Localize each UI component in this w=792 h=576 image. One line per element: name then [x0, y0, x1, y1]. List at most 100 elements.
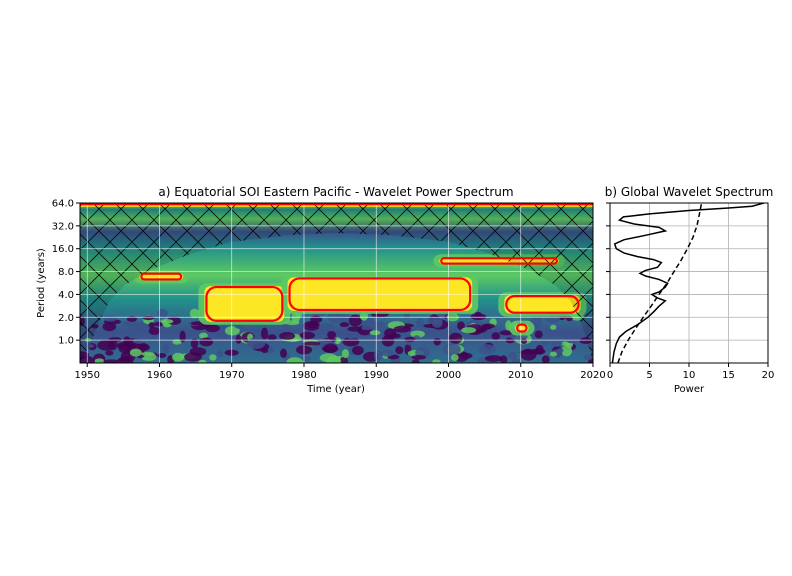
- significance-contour: [140, 272, 183, 281]
- power-blob: [184, 352, 202, 362]
- power-blob: [520, 338, 528, 345]
- power-blob: [179, 330, 186, 343]
- significance-contour: [505, 295, 580, 314]
- y-tick-label: 4.0: [58, 290, 74, 301]
- power-blob: [347, 326, 363, 332]
- power-blob: [197, 359, 207, 363]
- x-tick-label: 10: [683, 370, 696, 381]
- power-blob: [350, 333, 361, 338]
- power-blob: [153, 321, 164, 327]
- power-blob: [189, 308, 200, 319]
- power-blob: [534, 330, 543, 339]
- power-blob: [301, 355, 311, 362]
- power-blob: [415, 318, 425, 329]
- power-blob: [470, 313, 487, 321]
- power-blob: [557, 347, 564, 354]
- significance-contour: [516, 323, 528, 333]
- power-blob: [209, 354, 217, 361]
- power-blob: [484, 355, 503, 362]
- power-blob: [369, 330, 381, 336]
- power-blob: [205, 324, 220, 333]
- power-blob: [318, 323, 334, 331]
- power-blob: [393, 325, 412, 333]
- power-blob: [411, 355, 426, 360]
- power-blob: [235, 334, 242, 344]
- power-blob: [126, 316, 138, 322]
- power-blob: [443, 343, 461, 355]
- power-blob: [160, 319, 174, 324]
- x-tick-label: 1980: [291, 370, 316, 381]
- power-blob: [499, 330, 513, 336]
- x-tick-label: 2010: [508, 370, 533, 381]
- x-tick-label: 2020: [580, 370, 605, 381]
- x-tick-label: 1960: [147, 370, 172, 381]
- power-core: [204, 286, 285, 322]
- power-blob: [102, 322, 117, 332]
- power-blob: [105, 350, 114, 356]
- power-blob: [150, 334, 158, 340]
- power-blob: [172, 339, 182, 345]
- panel-a-grid: [80, 203, 593, 363]
- power-blob: [341, 349, 349, 359]
- power-blob: [373, 349, 383, 362]
- x-tick-label: 1990: [364, 370, 389, 381]
- power-blob: [541, 355, 550, 363]
- power-blob: [583, 354, 593, 360]
- power-blob: [267, 334, 277, 341]
- power-blob: [411, 359, 420, 363]
- power-blob: [186, 331, 195, 336]
- power-blob: [352, 345, 364, 356]
- power-blob: [302, 341, 321, 346]
- power-blob: [404, 336, 416, 342]
- power-blob: [172, 352, 185, 362]
- power-blob: [148, 326, 161, 336]
- power-blob: [551, 340, 563, 347]
- x-tick-label: 1950: [74, 370, 99, 381]
- power-blob: [108, 337, 122, 343]
- y-tick-label: 8.0: [58, 267, 74, 278]
- power-blob: [97, 340, 116, 351]
- power-blob: [563, 331, 581, 344]
- power-blob: [148, 322, 155, 329]
- significance-contour: [440, 257, 558, 265]
- power-blob: [461, 327, 477, 334]
- power-blob: [474, 311, 482, 317]
- power-blob: [131, 322, 149, 332]
- x-tick-label: 5: [646, 370, 652, 381]
- power-blob: [307, 321, 319, 329]
- panel-a-title: a) Equatorial SOI Eastern Pacific - Wave…: [158, 185, 513, 199]
- power-blob: [260, 347, 269, 353]
- power-blob: [218, 324, 228, 335]
- power-blob: [247, 337, 266, 349]
- power-blob: [199, 332, 208, 339]
- power-blob: [384, 328, 397, 339]
- power-blob: [337, 314, 353, 323]
- power-blob: [339, 322, 350, 328]
- power-core: [504, 295, 581, 314]
- power-blob: [116, 342, 131, 350]
- power-blob: [327, 331, 337, 339]
- x-tick-label: 0: [607, 370, 613, 381]
- significance-contours: [80, 203, 593, 333]
- global-spectrum-lines: [611, 203, 765, 363]
- power-blob: [336, 329, 350, 338]
- power-blob: [103, 359, 121, 363]
- significance-contour: [205, 285, 284, 322]
- power-blob: [507, 351, 518, 360]
- power-blob: [140, 351, 155, 356]
- y-tick-label: 1.0: [58, 336, 74, 347]
- power-blob: [267, 347, 274, 353]
- panel-b-grid: [609, 202, 769, 363]
- power-blob: [478, 344, 496, 355]
- power-blob: [280, 348, 287, 359]
- power-blob: [103, 316, 117, 322]
- y-tick-label: 32.0: [52, 221, 74, 232]
- panel-a-axes: 1950 1960 1970 1980 1990 2000 2010 2020 1.0 2.0 4.…: [52, 199, 606, 382]
- power-blob: [432, 359, 441, 363]
- power-blob: [261, 327, 269, 340]
- power-blob: [433, 337, 441, 346]
- power-blob: [157, 308, 168, 318]
- y-tick-label: 2.0: [58, 313, 74, 324]
- y-tick-label: 64.0: [52, 199, 74, 210]
